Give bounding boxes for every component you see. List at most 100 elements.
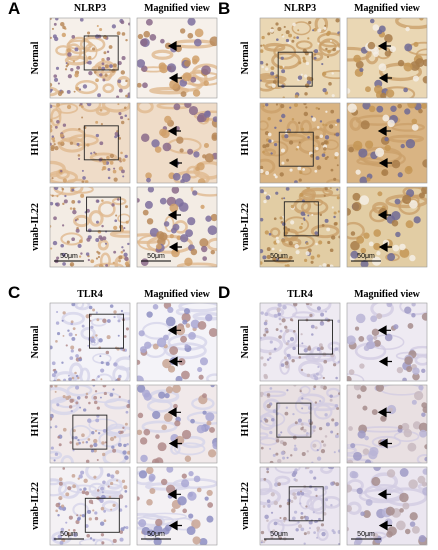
- cell: [337, 360, 340, 363]
- cell: [140, 258, 149, 267]
- cell: [294, 180, 298, 183]
- cell: [269, 430, 273, 435]
- cell: [329, 398, 333, 402]
- stroma: [206, 237, 217, 252]
- stroma: [310, 439, 322, 452]
- cell: [75, 442, 79, 446]
- cell: [75, 86, 80, 91]
- cell: [61, 361, 64, 364]
- cell: [199, 357, 208, 366]
- cell: [54, 390, 57, 393]
- cell: [264, 312, 269, 317]
- row-label: H1N1: [240, 131, 251, 156]
- cell: [100, 368, 105, 373]
- cell: [102, 78, 106, 82]
- cell: [65, 521, 68, 524]
- cell: [299, 389, 302, 393]
- cell: [419, 18, 424, 21]
- cell: [85, 459, 90, 463]
- cell: [282, 441, 287, 446]
- cell: [411, 303, 416, 307]
- cell: [118, 166, 124, 171]
- stroma: [141, 420, 178, 433]
- cell: [314, 326, 318, 330]
- cell: [365, 86, 371, 93]
- cell: [126, 442, 129, 446]
- cell: [77, 154, 81, 157]
- cell: [180, 234, 189, 243]
- cell: [120, 309, 124, 313]
- cell: [321, 440, 324, 444]
- cell: [180, 335, 187, 343]
- cell: [53, 74, 58, 78]
- cell: [268, 352, 272, 356]
- tissue: [260, 187, 340, 267]
- cell: [88, 336, 93, 342]
- cell: [60, 21, 65, 27]
- cell: [350, 240, 360, 251]
- arrow: [168, 520, 182, 531]
- cell: [70, 320, 74, 324]
- scale-bar-label: 50μm: [357, 253, 375, 260]
- cell: [184, 60, 191, 67]
- cell: [373, 339, 381, 347]
- cell: [56, 256, 60, 260]
- cell: [324, 498, 329, 502]
- cell: [300, 516, 304, 520]
- cell: [50, 416, 53, 421]
- cell: [323, 147, 327, 151]
- cell: [120, 430, 124, 434]
- cell: [169, 233, 174, 239]
- cell: [350, 443, 356, 449]
- cell: [262, 150, 265, 154]
- cell: [78, 474, 83, 479]
- cell: [324, 485, 329, 490]
- micrograph: [136, 302, 218, 382]
- cell: [324, 413, 328, 417]
- cell: [312, 443, 317, 448]
- cell: [332, 363, 337, 367]
- cell: [273, 347, 277, 351]
- cell: [103, 391, 107, 396]
- micrograph: [136, 384, 218, 464]
- micrograph: [49, 102, 131, 184]
- cell: [294, 468, 298, 472]
- stroma: [399, 303, 427, 316]
- cell: [159, 128, 167, 137]
- cell: [300, 490, 302, 493]
- cell: [266, 358, 270, 361]
- cell: [402, 502, 410, 510]
- cell: [162, 527, 170, 535]
- cell: [193, 475, 201, 483]
- cell: [400, 143, 405, 149]
- cell: [74, 47, 79, 52]
- stroma: [60, 455, 74, 463]
- cell: [286, 456, 289, 459]
- cell: [307, 346, 312, 351]
- column-header: Magnified view: [354, 289, 421, 300]
- cell: [68, 377, 72, 381]
- cell: [146, 218, 154, 225]
- cell: [347, 376, 352, 381]
- cell: [348, 369, 355, 375]
- cell: [312, 511, 315, 514]
- stroma: [85, 467, 104, 481]
- cell: [95, 120, 99, 124]
- cell: [81, 105, 84, 108]
- cell: [86, 61, 89, 64]
- cell: [371, 328, 380, 337]
- cell: [262, 540, 266, 544]
- cell: [101, 58, 105, 62]
- scale-bar-label: 50μm: [60, 531, 78, 538]
- arrow: [377, 125, 391, 137]
- cell: [280, 56, 284, 60]
- cell: [263, 199, 267, 204]
- cell: [112, 388, 115, 391]
- cell: [369, 446, 379, 457]
- cell: [123, 335, 127, 338]
- cell: [54, 425, 58, 428]
- cell: [266, 404, 271, 409]
- cell: [263, 191, 267, 195]
- cell: [283, 356, 287, 360]
- cell: [137, 198, 140, 203]
